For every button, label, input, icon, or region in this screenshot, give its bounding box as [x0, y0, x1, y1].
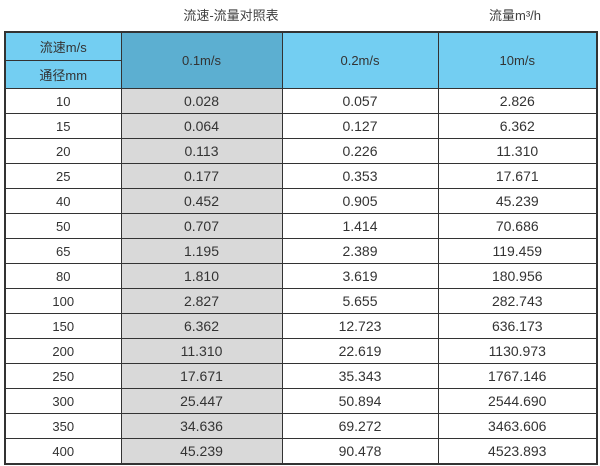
value-cell: 69.272: [281, 413, 439, 439]
table-row: 25 0.177 0.353 17.671: [4, 163, 598, 189]
diameter-cell: 250: [4, 363, 122, 389]
value-cell: 0.127: [281, 113, 439, 139]
value-cell: 0.057: [281, 88, 439, 114]
value-cell: 1.414: [281, 213, 439, 239]
table-row: 65 1.195 2.389 119.459: [4, 238, 598, 264]
value-cell: 180.956: [437, 263, 598, 289]
value-cell: 45.239: [437, 188, 598, 214]
diameter-cell: 25: [4, 163, 122, 189]
table-row: 200 11.310 22.619 1130.973: [4, 338, 598, 364]
value-cell: 2.389: [281, 238, 439, 264]
value-cell: 70.686: [437, 213, 598, 239]
corner-velocity-header: 流速m/s: [4, 31, 122, 61]
table-header: 流速m/s 0.1m/s 0.2m/s 10m/s 通径mm: [4, 31, 598, 89]
header-row-diameter: 通径mm: [4, 60, 597, 89]
value-cell: 11.310: [120, 338, 283, 364]
diameter-cell: 350: [4, 413, 122, 439]
value-cell: 1.195: [120, 238, 283, 264]
value-cell: 5.655: [281, 288, 439, 314]
value-cell: 1130.973: [437, 338, 598, 364]
table-row: 80 1.810 3.619 180.956: [4, 263, 598, 289]
value-cell: 45.239: [120, 438, 283, 465]
diameter-cell: 50: [4, 213, 122, 239]
value-cell: 11.310: [437, 138, 598, 164]
table-title: 流速-流量对照表: [183, 8, 279, 23]
value-cell: 35.343: [281, 363, 439, 389]
titlebar: 流速-流量对照表 流量m³/h: [0, 0, 600, 31]
value-cell: 0.113: [120, 138, 283, 164]
value-cell: 0.064: [120, 113, 283, 139]
value-cell: 0.452: [120, 188, 283, 214]
value-cell: 22.619: [281, 338, 439, 364]
value-cell: 1.810: [120, 263, 283, 289]
table-row: 100 2.827 5.655 282.743: [4, 288, 598, 314]
value-cell: 17.671: [120, 363, 283, 389]
flow-table: 流速m/s 0.1m/s 0.2m/s 10m/s 通径mm 10 0.028 …: [4, 31, 598, 465]
diameter-cell: 65: [4, 238, 122, 264]
value-cell: 17.671: [437, 163, 598, 189]
diameter-cell: 150: [4, 313, 122, 339]
diameter-cell: 80: [4, 263, 122, 289]
value-cell: 4523.893: [437, 438, 598, 465]
table-row: 20 0.113 0.226 11.310: [4, 138, 598, 164]
value-cell: 0.905: [281, 188, 439, 214]
value-cell: 0.353: [281, 163, 439, 189]
value-cell: 282.743: [437, 288, 598, 314]
value-cell: 3463.606: [437, 413, 598, 439]
value-cell: 3.619: [281, 263, 439, 289]
diameter-cell: 200: [4, 338, 122, 364]
flow-unit-label: 流量m³/h: [488, 8, 541, 23]
value-cell: 90.478: [281, 438, 439, 465]
value-cell: 34.636: [120, 413, 283, 439]
value-cell: 12.723: [281, 313, 439, 339]
value-cell: 0.177: [120, 163, 283, 189]
corner-diameter-header: 通径mm: [4, 60, 122, 89]
diameter-cell: 300: [4, 388, 122, 414]
value-cell: 2.826: [437, 88, 598, 114]
value-cell: 1767.146: [437, 363, 598, 389]
value-cell: 636.173: [437, 313, 598, 339]
diameter-cell: 100: [4, 288, 122, 314]
table-row: 300 25.447 50.894 2544.690: [4, 388, 598, 414]
table-row: 400 45.239 90.478 4523.893: [4, 438, 598, 465]
table-row: 15 0.064 0.127 6.362: [4, 113, 598, 139]
value-cell: 2544.690: [437, 388, 598, 414]
table-row: 150 6.362 12.723 636.173: [4, 313, 598, 339]
value-cell: 50.894: [281, 388, 439, 414]
col-header-0-1ms: 0.1m/s: [120, 31, 283, 89]
value-cell: 0.226: [281, 138, 439, 164]
col-header-0-2ms: 0.2m/s: [281, 31, 439, 89]
value-cell: 25.447: [120, 388, 283, 414]
table-row: 10 0.028 0.057 2.826: [4, 88, 598, 114]
value-cell: 119.459: [437, 238, 598, 264]
col-header-10ms: 10m/s: [437, 31, 598, 89]
diameter-cell: 400: [4, 438, 122, 465]
value-cell: 0.028: [120, 88, 283, 114]
value-cell: 6.362: [120, 313, 283, 339]
table-row: 50 0.707 1.414 70.686: [4, 213, 598, 239]
diameter-cell: 15: [4, 113, 122, 139]
diameter-cell: 40: [4, 188, 122, 214]
table-row: 350 34.636 69.272 3463.606: [4, 413, 598, 439]
value-cell: 0.707: [120, 213, 283, 239]
header-row-velocity: 流速m/s 0.1m/s 0.2m/s 10m/s: [4, 31, 598, 89]
diameter-cell: 10: [4, 88, 122, 114]
value-cell: 6.362: [437, 113, 598, 139]
diameter-cell: 20: [4, 138, 122, 164]
table-row: 250 17.671 35.343 1767.146: [4, 363, 598, 389]
table-body: 10 0.028 0.057 2.826 15 0.064 0.127 6.36…: [4, 88, 598, 465]
table-row: 40 0.452 0.905 45.239: [4, 188, 598, 214]
value-cell: 2.827: [120, 288, 283, 314]
